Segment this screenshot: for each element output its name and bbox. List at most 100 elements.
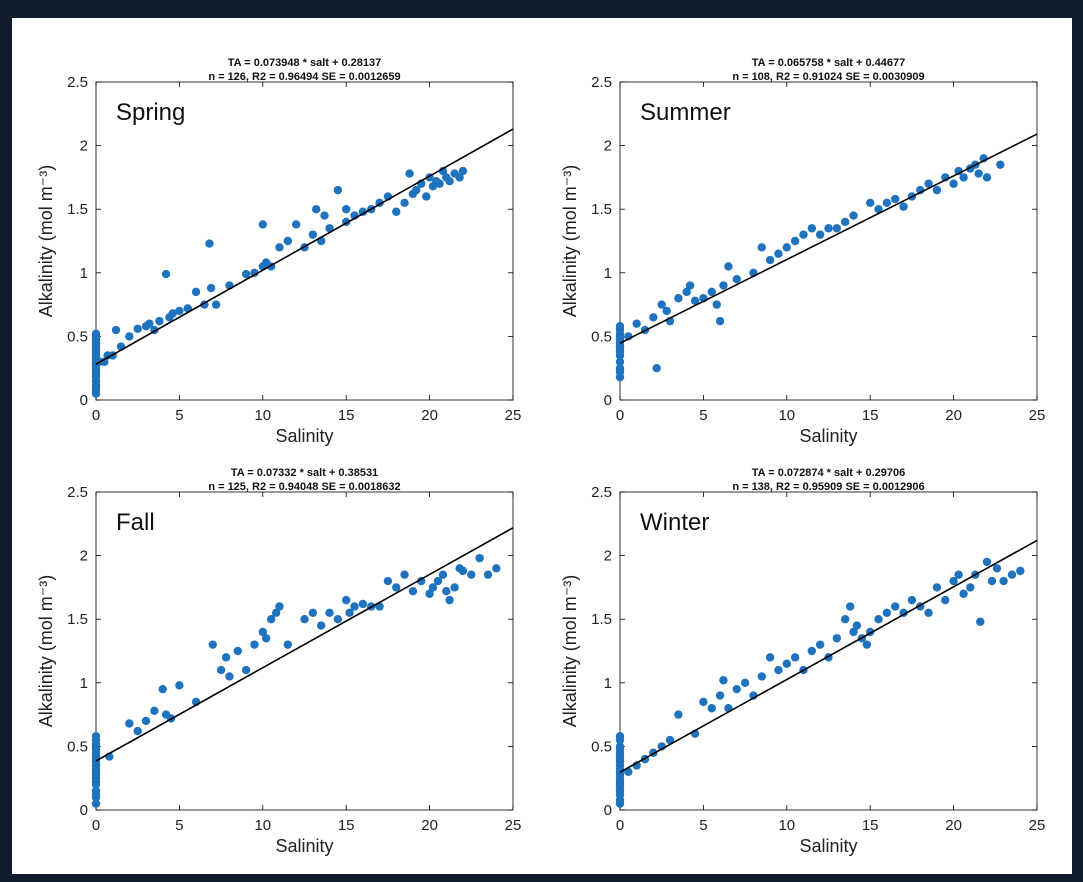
data-point [206, 283, 216, 293]
data-point [458, 566, 468, 576]
data-point [291, 220, 301, 229]
data-point [740, 678, 750, 687]
y-axis-label: Alkalinity (mol m⁻³) [560, 575, 580, 728]
data-point [91, 790, 101, 799]
y-tick-label: 1.5 [67, 201, 88, 218]
data-point [682, 287, 691, 297]
data-point [649, 313, 658, 322]
data-point [815, 230, 825, 239]
data-point [807, 224, 817, 233]
data-point [657, 300, 666, 309]
data-point [732, 274, 741, 284]
data-point [949, 179, 958, 188]
data-point [433, 576, 443, 586]
data-point [719, 281, 728, 290]
data-point [690, 296, 700, 305]
data-point [674, 294, 683, 303]
data-point [799, 230, 808, 239]
y-tick-label: 1.5 [591, 611, 612, 628]
data-point [191, 287, 201, 297]
season-label: Winter [640, 509, 709, 536]
data-point [882, 198, 892, 208]
y-tick-label: 2.5 [67, 484, 88, 501]
x-tick-label: 10 [778, 817, 795, 834]
season-label: Spring [116, 99, 185, 126]
data-point [615, 364, 625, 373]
x-tick-label: 5 [699, 407, 707, 424]
panel-fall: 0 5 10 15 20 25 0 0.5 1 1.5 2 2.5 Salinity Alkalinity… [36, 467, 521, 856]
data-point [275, 243, 284, 252]
data-point [724, 262, 733, 271]
data-point [125, 332, 134, 341]
x-tick-label: 15 [862, 407, 879, 424]
data-point [832, 224, 842, 233]
y-tick-label: 2 [80, 138, 88, 155]
data-point [707, 287, 716, 297]
data-point [954, 570, 963, 579]
data-point [674, 710, 683, 719]
data-point [732, 684, 741, 694]
data-point [874, 205, 883, 214]
data-point [350, 602, 359, 611]
data-point [719, 676, 728, 685]
data-point [907, 595, 917, 605]
data-point [308, 230, 318, 239]
data-point [932, 583, 942, 592]
data-point [932, 185, 942, 195]
data-point [342, 205, 351, 214]
data-point [250, 640, 259, 649]
data-point [345, 608, 354, 618]
data-point [757, 243, 766, 252]
data-point [300, 615, 309, 624]
data-point [849, 211, 858, 220]
data-point [874, 615, 883, 624]
fit-equation-title: TA = 0.065758 * salt + 0.44677 [752, 57, 906, 69]
data-point [840, 217, 850, 227]
axes-box [95, 81, 514, 401]
data-point [862, 640, 872, 649]
regression-line [95, 527, 514, 762]
data-point [91, 338, 101, 347]
data-point [815, 640, 825, 649]
data-point [996, 160, 1005, 169]
data-point [155, 316, 164, 326]
data-point [707, 704, 716, 713]
data-point [211, 300, 221, 309]
data-point [311, 205, 321, 214]
data-point [615, 732, 625, 741]
y-tick-label: 0.5 [591, 328, 612, 345]
data-point [757, 672, 766, 681]
data-point [445, 595, 454, 605]
x-tick-label: 15 [862, 817, 879, 834]
data-point [1016, 566, 1025, 576]
data-point [615, 342, 625, 351]
data-point [774, 665, 783, 675]
data-point [455, 173, 464, 182]
data-point [765, 653, 775, 662]
x-tick-label: 0 [92, 407, 100, 424]
data-point [987, 576, 997, 586]
data-point [982, 173, 992, 182]
data-point [141, 716, 151, 726]
x-tick-label: 25 [505, 407, 522, 424]
data-point [175, 681, 184, 690]
data-point [358, 207, 368, 216]
data-point [840, 615, 850, 624]
x-axis-label: Salinity [275, 836, 333, 856]
data-point [699, 697, 708, 707]
y-tick-label: 0.5 [67, 328, 88, 345]
y-axis-label: Alkalinity (mol m⁻³) [560, 165, 580, 318]
data-point [342, 595, 351, 605]
x-tick-label: 15 [338, 817, 355, 834]
x-tick-label: 20 [421, 407, 438, 424]
y-tick-label: 1.5 [67, 611, 88, 628]
data-point [807, 646, 817, 656]
data-point [435, 179, 444, 188]
x-axis-label: Salinity [799, 426, 857, 446]
y-tick-label: 1 [604, 675, 612, 692]
data-point [425, 589, 434, 598]
x-tick-label: 15 [338, 407, 355, 424]
fit-equation-title: TA = 0.072874 * salt + 0.29706 [752, 467, 906, 479]
data-point [492, 564, 501, 573]
fit-stats-title: n = 125, R2 = 0.94048 SE = 0.0018632 [208, 481, 400, 493]
